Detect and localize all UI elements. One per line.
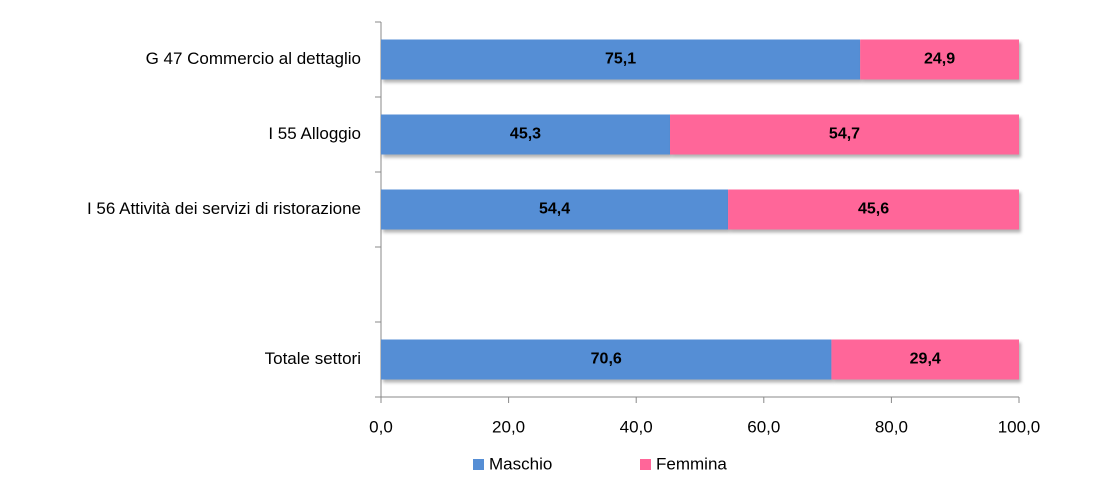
legend-swatch — [640, 459, 651, 470]
bar — [670, 114, 1019, 155]
bar — [381, 114, 671, 155]
value-label: 24,9 — [924, 51, 955, 68]
legend-label: Maschio — [489, 454, 552, 473]
legend-label: Femmina — [656, 454, 727, 473]
x-tick-label: 60,0 — [747, 417, 780, 436]
value-label: 70,6 — [591, 351, 622, 368]
bar — [860, 39, 1019, 80]
x-tick-label: 0,0 — [369, 417, 393, 436]
value-label: 54,4 — [539, 201, 570, 218]
value-label: 45,6 — [858, 201, 889, 218]
y-tick-label: Totale settori — [265, 349, 361, 368]
value-label: 75,1 — [605, 51, 636, 68]
y-tick-label: G 47 Commercio al dettaglio — [146, 49, 361, 68]
bar — [831, 339, 1019, 380]
y-tick-label: I 56 Attività dei servizi di ristorazion… — [87, 199, 361, 218]
legend-swatch — [473, 459, 484, 470]
value-label: 29,4 — [910, 351, 941, 368]
bar — [381, 339, 832, 380]
bar — [381, 189, 729, 230]
x-tick-label: 80,0 — [875, 417, 908, 436]
value-label: 45,3 — [510, 126, 541, 143]
bar — [728, 189, 1019, 230]
x-tick-label: 40,0 — [620, 417, 653, 436]
bar — [381, 39, 861, 80]
x-tick-label: 20,0 — [492, 417, 525, 436]
y-tick-label: I 55 Alloggio — [268, 124, 361, 143]
x-tick-label: 100,0 — [998, 417, 1041, 436]
value-label: 54,7 — [829, 126, 860, 143]
